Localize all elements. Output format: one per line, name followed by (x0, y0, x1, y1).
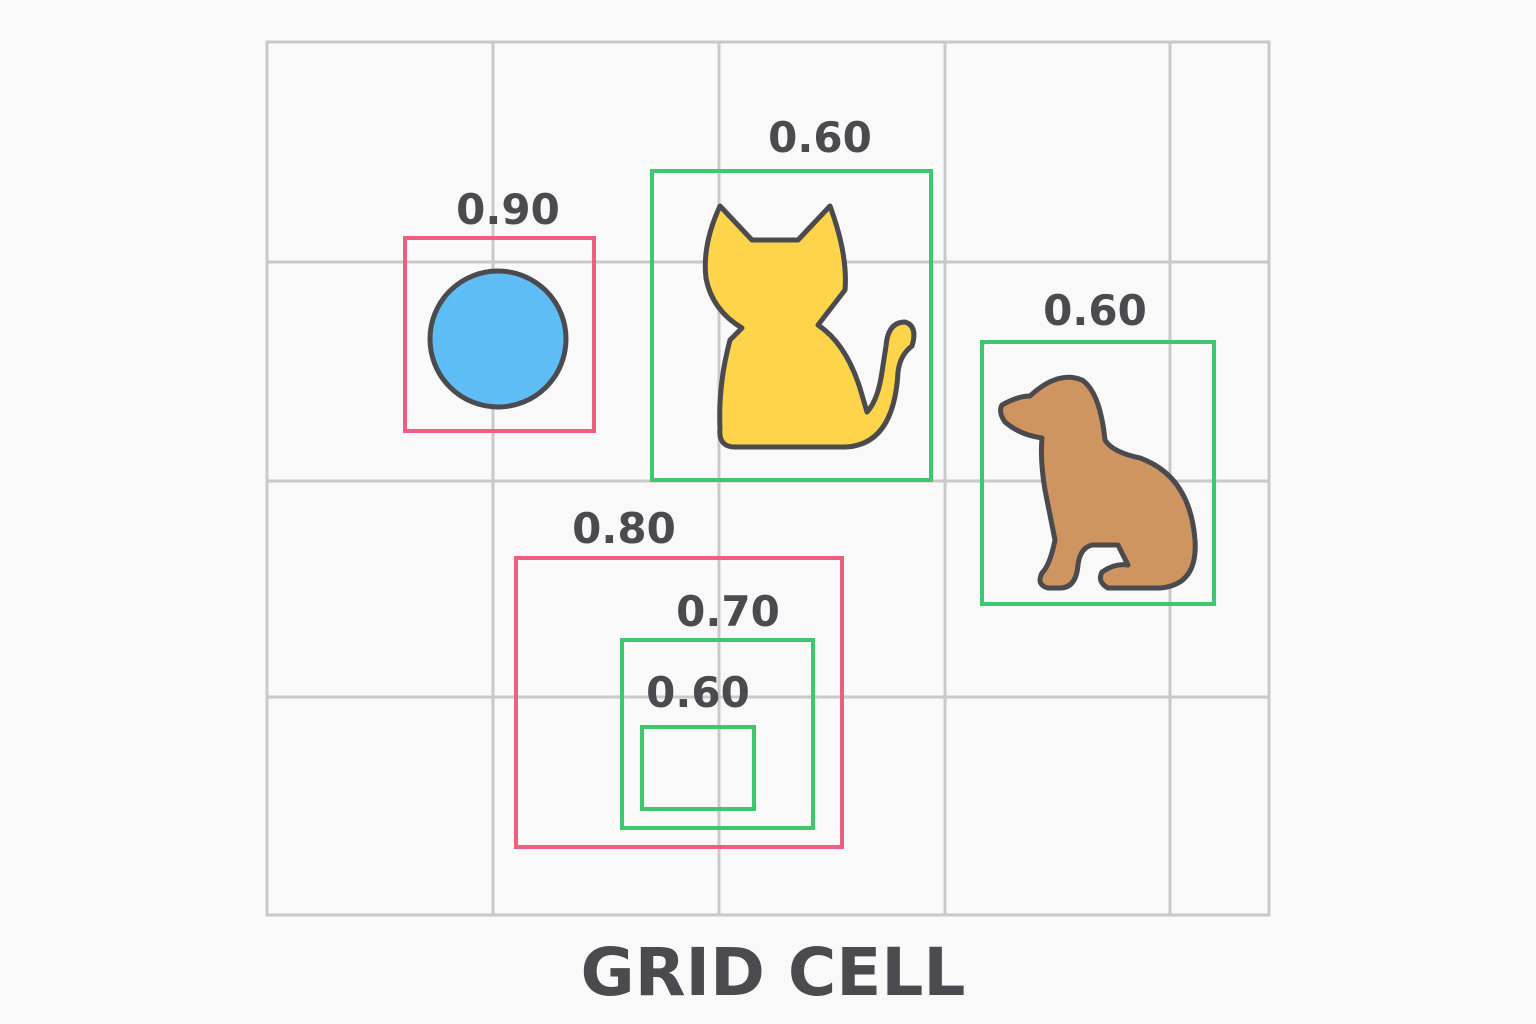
diagram-caption: GRID CELL (581, 934, 966, 1011)
grid (265, 40, 1271, 917)
dog-score-label: 0.60 (1043, 286, 1147, 335)
middle-box-score-label: 0.70 (676, 587, 780, 636)
cat-detection: 0.60 (650, 113, 933, 482)
dog-bounding-box (980, 340, 1216, 606)
inner-green-box (640, 725, 756, 811)
cat-icon (702, 203, 917, 450)
dog-icon (998, 374, 1198, 591)
inner-box-score-label: 0.60 (646, 668, 750, 717)
cat-score-label: 0.60 (768, 113, 872, 162)
dog-detection: 0.60 (980, 286, 1216, 606)
ball-score-label: 0.90 (456, 185, 560, 234)
ball-bounding-box (403, 236, 596, 433)
middle-green-box (620, 638, 815, 830)
nested-detections: 0.80 0.70 0.60 (514, 504, 844, 849)
cat-bounding-box (650, 169, 933, 482)
outer-red-box (514, 556, 844, 849)
circle-icon (427, 268, 569, 410)
grid-border (265, 40, 1271, 917)
ball-detection: 0.90 (403, 185, 596, 433)
outer-box-score-label: 0.80 (572, 504, 676, 553)
